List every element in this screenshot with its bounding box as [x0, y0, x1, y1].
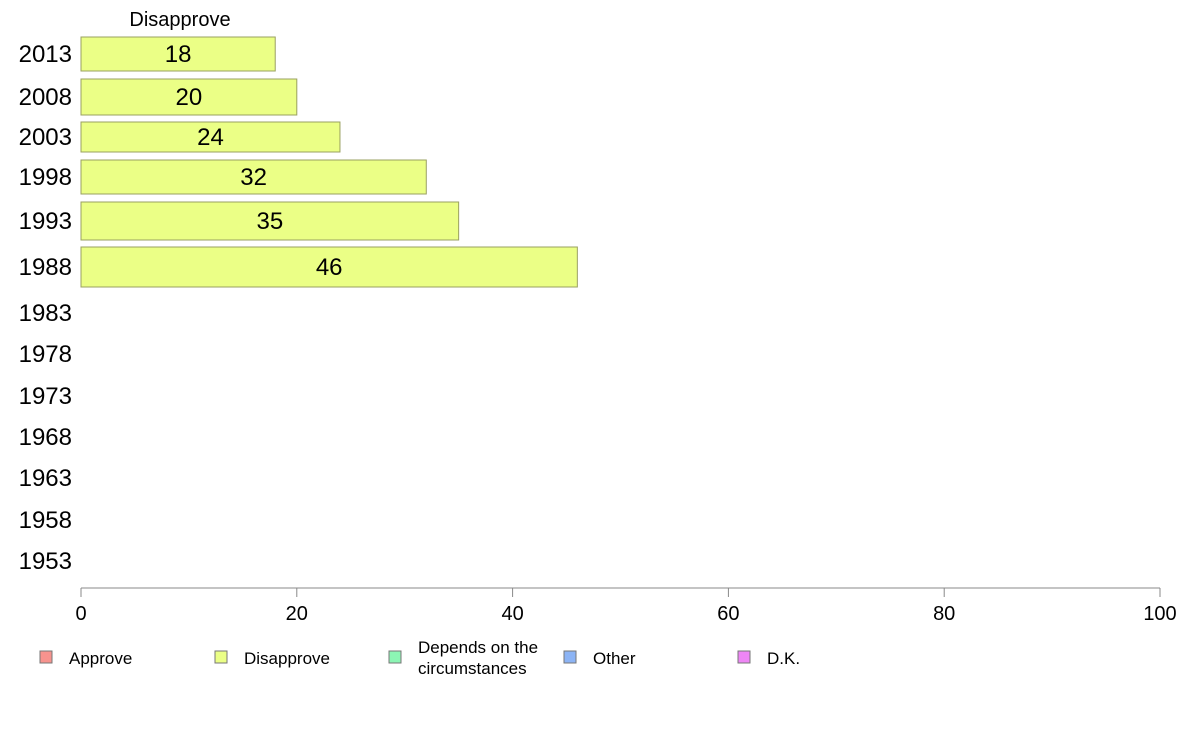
- x-tick-label-0: 0: [75, 603, 86, 625]
- data-label-2008: 20: [176, 84, 203, 111]
- year-label-2008: 2008: [19, 84, 72, 111]
- series-header-label: Disapprove: [129, 9, 230, 31]
- data-label-2013: 18: [165, 41, 192, 68]
- legend-label-d-k: D.K.: [767, 649, 800, 668]
- year-label-1993: 1993: [19, 208, 72, 235]
- legend-label-disapprove: Disapprove: [244, 649, 330, 668]
- year-label-2013: 2013: [19, 41, 72, 68]
- data-label-1998: 32: [240, 164, 267, 191]
- legend-swatch-other: [563, 650, 577, 664]
- legend-label-other: Other: [593, 649, 636, 668]
- year-label-2003: 2003: [19, 124, 72, 151]
- legend-swatch-d-k: [737, 650, 751, 664]
- bar-2013: [80, 36, 276, 72]
- year-label-1958: 1958: [19, 507, 72, 534]
- year-label-1973: 1973: [19, 383, 72, 410]
- bar-1988: [80, 246, 578, 288]
- year-label-1963: 1963: [19, 465, 72, 492]
- year-label-1988: 1988: [19, 254, 72, 281]
- bar-2008: [80, 78, 298, 116]
- year-label-1968: 1968: [19, 424, 72, 451]
- legend: Approve Disapprove Depends on the circumsta…: [39, 638, 800, 678]
- year-labels-group: 2013 2008 2003 1998 1993 1988 1983 1978 1973 1968…: [19, 41, 72, 575]
- x-tick-label-80: 80: [933, 603, 955, 625]
- data-label-1988: 46: [316, 254, 343, 281]
- legend-label-approve: Approve: [69, 649, 132, 668]
- x-tick-label-20: 20: [286, 603, 308, 625]
- year-label-1983: 1983: [19, 300, 72, 327]
- legend-swatch-approve: [39, 650, 53, 664]
- year-label-1978: 1978: [19, 341, 72, 368]
- bar-2003: [80, 121, 341, 153]
- data-label-2003: 24: [197, 124, 224, 151]
- year-label-1953: 1953: [19, 548, 72, 575]
- bar-1993: [80, 201, 460, 241]
- year-label-1998: 1998: [19, 164, 72, 191]
- bars-group: 18 20 24 32 35 46: [80, 36, 578, 288]
- legend-label-depends-on-the-circumstances: Depends on the circumstances: [418, 638, 538, 678]
- bar-1998: [80, 159, 427, 195]
- data-label-1993: 35: [256, 208, 283, 235]
- x-axis: 0 20 40 60 80 100: [75, 587, 1177, 625]
- legend-swatch-disapprove: [214, 650, 228, 664]
- x-tick-label-100: 100: [1143, 603, 1176, 625]
- legend-swatch-depends-on-the-circumstances: [388, 650, 402, 664]
- x-tick-label-40: 40: [501, 603, 523, 625]
- x-tick-label-60: 60: [717, 603, 739, 625]
